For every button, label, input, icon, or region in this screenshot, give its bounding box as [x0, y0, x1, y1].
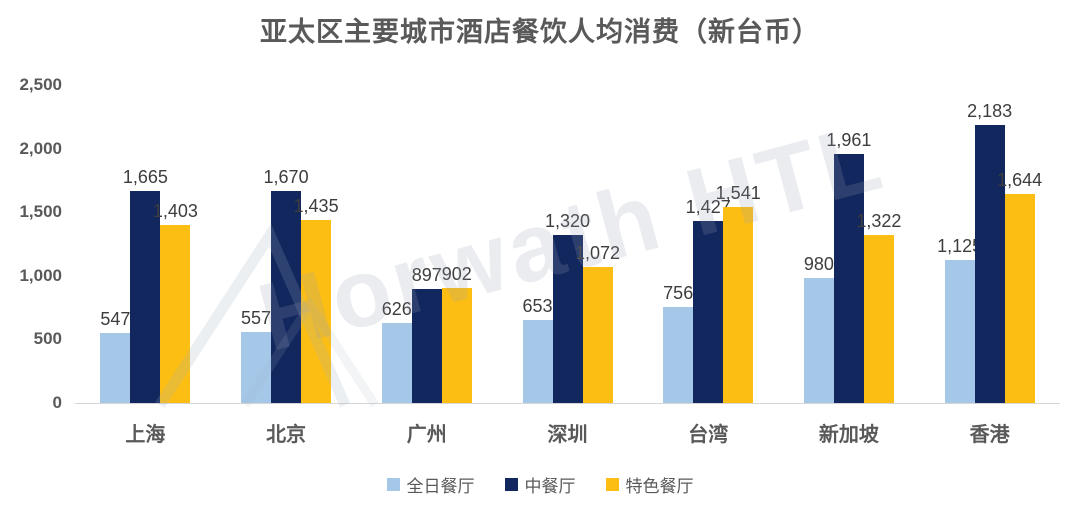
y-tick-label: 500 [33, 329, 62, 349]
value-label: 1,322 [856, 211, 902, 231]
x-axis-label-广州: 广州 [406, 424, 447, 446]
x-axis-label-香港: 香港 [969, 424, 1010, 446]
bar-特色餐厅-新加坡 [863, 235, 894, 403]
value-label: 557 [241, 308, 272, 328]
bar-特色餐厅-北京 [301, 220, 332, 403]
value-label: 1,320 [544, 211, 591, 231]
value-label: 1,435 [293, 196, 339, 216]
legend: 全日餐厅 中餐厅 特色餐厅 [0, 472, 1080, 497]
bar-特色餐厅-深圳 [582, 267, 613, 403]
y-tick-label: 1,000 [19, 265, 62, 285]
legend-item-中餐厅: 中餐厅 [504, 472, 576, 497]
bar-中餐厅-广州 [411, 289, 442, 403]
bar-特色餐厅-广州 [441, 288, 472, 403]
bar-中餐厅-上海 [130, 191, 161, 403]
value-label: 902 [441, 264, 472, 284]
legend-swatch-icon [386, 478, 400, 491]
y-tick-label: 0 [52, 393, 62, 412]
legend-swatch-icon [504, 478, 518, 491]
plot-area: 547 1,665 1,403 557 1,670 1,435 626 897 902 653 1,… [75, 85, 1060, 403]
value-label: 1,665 [122, 167, 168, 187]
value-label: 1,072 [574, 243, 621, 263]
value-label: 2,183 [967, 101, 1013, 121]
value-label: 1,961 [826, 130, 872, 150]
value-label: 897 [411, 265, 442, 285]
bar-特色餐厅-上海 [160, 225, 191, 403]
legend-label: 全日餐厅 [406, 477, 475, 496]
bar-全日餐厅-香港 [944, 260, 975, 403]
legend-swatch-icon [605, 478, 619, 491]
value-label: 653 [522, 296, 553, 316]
y-tick-label: 2,000 [19, 138, 62, 158]
bar-全日餐厅-新加坡 [803, 278, 834, 403]
bar-全日餐厅-广州 [381, 323, 412, 403]
value-label: 547 [100, 309, 131, 329]
legend-label: 中餐厅 [524, 477, 576, 496]
x-axis-label-上海: 上海 [125, 424, 166, 446]
legend-label: 特色餐厅 [625, 477, 694, 496]
bar-全日餐厅-深圳 [522, 320, 553, 403]
x-axis-label-台湾: 台湾 [688, 424, 729, 446]
bar-特色餐厅-台湾 [723, 207, 754, 403]
bar-全日餐厅-北京 [241, 332, 272, 403]
bar-全日餐厅-上海 [100, 333, 131, 403]
bar-全日餐厅-台湾 [663, 307, 694, 403]
value-label: 1,644 [997, 170, 1043, 190]
y-tick-label: 2,500 [19, 75, 62, 94]
value-label: 1,403 [152, 201, 198, 221]
value-label: 1,670 [263, 167, 309, 187]
y-tick-label: 1,500 [19, 202, 62, 222]
bar-中餐厅-香港 [974, 125, 1005, 403]
x-axis-label-新加坡: 新加坡 [818, 424, 879, 446]
bar-中餐厅-台湾 [693, 221, 724, 403]
value-label: 1,125 [937, 236, 983, 256]
bar-中餐厅-新加坡 [833, 154, 864, 403]
value-label: 756 [663, 283, 694, 303]
value-label: 980 [803, 254, 834, 274]
value-label: 626 [381, 299, 412, 319]
legend-item-特色餐厅: 特色餐厅 [605, 472, 694, 497]
value-label: 1,541 [715, 183, 761, 203]
bar-中餐厅-深圳 [552, 235, 583, 403]
chart-title: 亚太区主要城市酒店餐饮人均消费（新台币） [260, 17, 820, 47]
value-label: 1,427 [685, 197, 731, 217]
x-axis-label-深圳: 深圳 [547, 424, 588, 446]
x-axis-label-北京: 北京 [266, 424, 307, 446]
x-axis-line [75, 403, 1060, 404]
legend-item-全日餐厅: 全日餐厅 [386, 472, 475, 497]
bar-中餐厅-北京 [271, 191, 302, 403]
bar-特色餐厅-香港 [1004, 194, 1035, 403]
